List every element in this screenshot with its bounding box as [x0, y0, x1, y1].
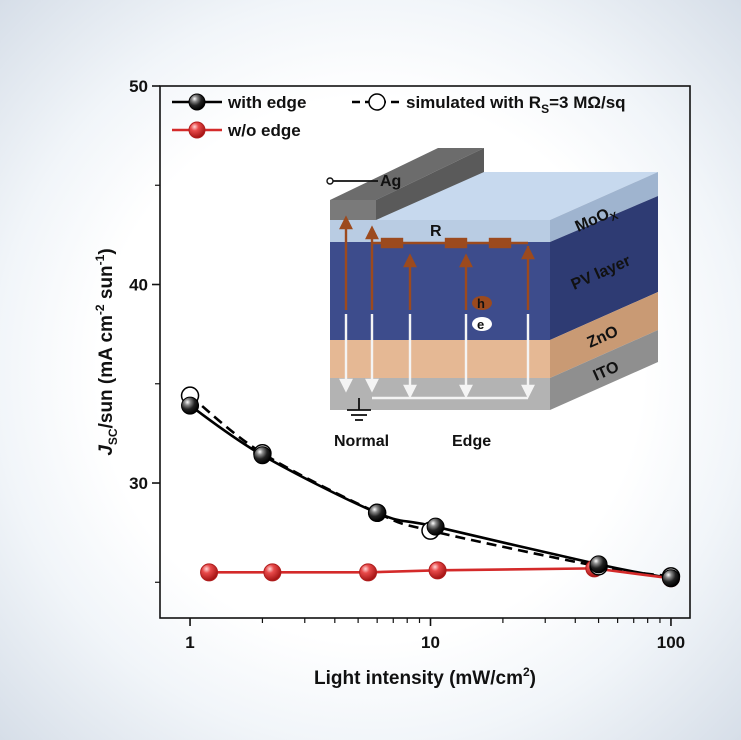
moox-side [550, 172, 658, 242]
ag-electrode-side [376, 148, 484, 220]
hole-carrier [472, 296, 492, 310]
data-point-series-0 [181, 396, 200, 415]
series-line-1 [189, 394, 672, 578]
series-layer [180, 386, 681, 588]
resistor-label: R [430, 223, 442, 240]
ito-front [330, 378, 550, 410]
series-line-0 [189, 404, 672, 580]
y-tick-label: 30 [129, 474, 148, 493]
ag-electrode-front [330, 200, 376, 220]
zno-front [330, 340, 550, 378]
legend-marker-with-edge [188, 93, 206, 111]
x-tick-label: 100 [657, 633, 685, 652]
ground-icon [347, 398, 371, 421]
legend: with edge simulated with RS=3 MΩ/sq w/o … [172, 93, 626, 140]
plot-frame [159, 85, 691, 619]
y-axis-label: JSC/sun (mA cm-2 sun-1) [93, 248, 120, 455]
legend-label-with-edge: with edge [227, 93, 306, 112]
data-point-series-0 [661, 569, 680, 588]
y-tick-label: 50 [129, 77, 148, 96]
data-point-series-2 [200, 563, 219, 582]
moox-front [330, 220, 550, 242]
hole-label: h [477, 296, 485, 311]
legend-marker-simulated [368, 93, 386, 111]
device-schematic: Ag R [326, 148, 658, 450]
series-line-2 [209, 567, 672, 580]
legend-marker-wo-edge [188, 121, 206, 139]
data-point-series-2 [263, 563, 282, 582]
zno-side [550, 292, 658, 378]
axis-ticks: 1 10 100 30 40 50 [129, 77, 685, 652]
data-point-series-0 [589, 555, 608, 574]
electron-paths [339, 314, 535, 400]
normal-label: Normal [334, 433, 389, 450]
pv-front [330, 242, 550, 340]
data-point-series-2 [428, 561, 447, 580]
edge-label: Edge [452, 433, 491, 450]
y-tick-label: 40 [129, 276, 148, 295]
data-point-series-2 [359, 563, 378, 582]
ito-side [550, 330, 658, 410]
data-point-series-0 [253, 446, 272, 465]
ag-terminal [326, 177, 334, 185]
data-point-series-0 [368, 503, 387, 522]
legend-label-wo-edge: w/o edge [227, 121, 301, 140]
electron-carrier [472, 317, 492, 331]
x-tick-label: 10 [421, 633, 440, 652]
x-tick-label: 1 [185, 633, 194, 652]
x-axis-label: Light intensity (mW/cm2) [314, 665, 536, 689]
legend-label-simulated: simulated with RS=3 MΩ/sq [406, 93, 626, 116]
electron-label: e [477, 317, 484, 332]
ag-electrode-top [330, 148, 484, 200]
ag-label: Ag [380, 173, 401, 190]
data-point-series-0 [426, 517, 445, 536]
hole-paths [339, 215, 535, 310]
